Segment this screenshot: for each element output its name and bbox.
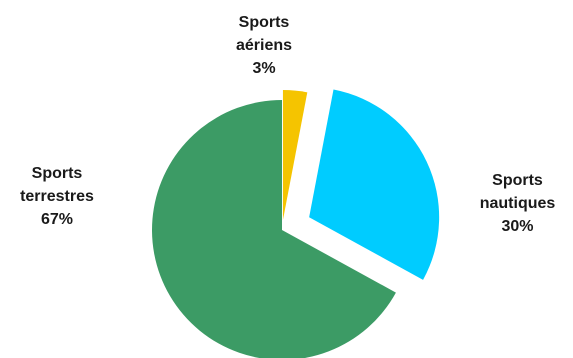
slice-label-line: Sports [31, 165, 83, 182]
slice-percent: 67% [40, 211, 74, 228]
pie-slice-sports-terrestres [152, 100, 396, 358]
slice-percent: 3% [252, 60, 276, 77]
slice-label-line: terrestres [20, 188, 94, 205]
slice-label-line: nautiques [479, 195, 556, 212]
pie-slice-sports-aeriens [282, 90, 308, 221]
slice-label-line: aériens [235, 37, 293, 54]
slice-label-line: Sports [492, 172, 543, 189]
pie-slice-sports-nautiques [309, 89, 440, 280]
slice-label-line: Sports [238, 14, 290, 31]
slice-label-sports-terrestres: Sports terrestres 67% [0, 162, 114, 231]
slice-label-sports-aeriens: Sports aériens 3% [211, 11, 317, 80]
slice-label-sports-nautiques: Sports nautiques 30% [462, 169, 573, 238]
slice-percent: 30% [501, 218, 534, 235]
